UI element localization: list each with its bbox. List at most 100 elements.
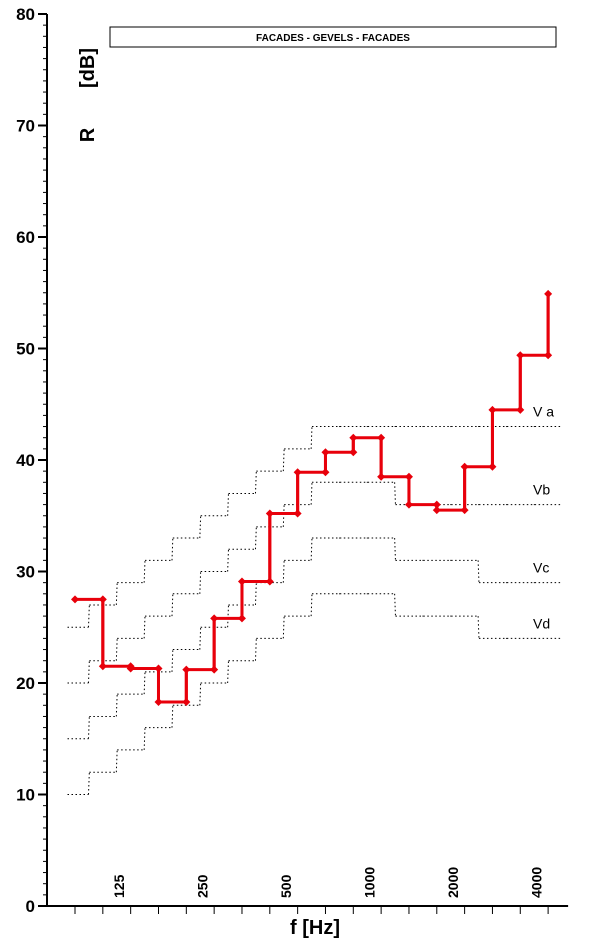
measured-point <box>321 468 330 477</box>
measured-point <box>321 448 330 457</box>
reference-riser <box>282 448 285 472</box>
reference-riser <box>310 538 313 561</box>
measured-point <box>349 448 358 457</box>
reference-curve-label: Vd <box>533 615 550 631</box>
reference-riser <box>310 593 313 617</box>
reference-curve-label: V a <box>533 404 554 420</box>
reference-riser <box>199 627 202 650</box>
reference-riser <box>394 482 396 505</box>
reference-riser <box>254 526 257 550</box>
chart-title: FACADES - GEVELS - FACADES <box>256 33 410 44</box>
measured-point <box>293 468 302 477</box>
reference-riser <box>143 616 146 639</box>
x-tick-label: 125 <box>111 874 127 898</box>
y-tick-label: 60 <box>16 228 35 247</box>
measured-point <box>488 405 497 414</box>
reference-curve: Vd <box>67 593 562 795</box>
reference-riser <box>115 694 118 717</box>
measured-point <box>544 351 553 360</box>
reference-riser <box>115 638 118 661</box>
reference-riser <box>115 582 118 605</box>
reference-riser <box>227 549 229 572</box>
measured-point <box>544 289 553 298</box>
measured-point <box>210 665 219 674</box>
x-axis-title: f [Hz] <box>290 917 340 939</box>
measured-point <box>349 433 358 442</box>
measured-point <box>377 433 386 442</box>
y-tick-label: 30 <box>16 563 35 582</box>
title-box <box>109 26 557 48</box>
x-tick-label: 2000 <box>445 867 461 898</box>
reference-riser <box>394 538 396 561</box>
reference-curve-label: Vb <box>533 482 550 498</box>
measured-point <box>432 500 441 509</box>
y-tick-label: 80 <box>16 5 35 24</box>
x-tick-label: 500 <box>278 874 294 898</box>
measured-point <box>182 665 191 674</box>
reference-riser <box>171 538 174 561</box>
axes-layer: 0 10 20 30 40 50 60 70 80 125 250 500 1000 2000 4000 <box>16 5 569 916</box>
x-tick-label: 4000 <box>528 867 544 898</box>
x-tick-label: 250 <box>194 874 210 898</box>
measured-point <box>126 664 135 673</box>
reference-riser <box>394 593 396 617</box>
measured-point <box>432 506 441 515</box>
measured-point <box>71 595 79 604</box>
reference-riser <box>143 671 146 695</box>
reference-curves-layer: V a Vb Vc Vd <box>67 404 562 795</box>
reference-riser <box>477 560 480 583</box>
reference-riser <box>477 616 480 639</box>
reference-riser <box>310 482 313 505</box>
reference-riser <box>143 727 146 750</box>
reference-riser <box>254 471 257 494</box>
measured-point <box>210 614 219 623</box>
reference-riser <box>88 660 90 684</box>
measured-point <box>154 697 163 706</box>
measured-point <box>237 614 246 623</box>
reference-riser <box>254 638 257 661</box>
reference-riser <box>199 571 202 594</box>
reference-curve: V a <box>67 404 562 628</box>
measured-curve-risers <box>101 293 550 702</box>
measured-point <box>404 500 413 509</box>
reference-riser <box>171 649 174 672</box>
reference-curve-label: Vc <box>533 560 549 576</box>
reference-riser <box>171 593 174 617</box>
reference-riser <box>282 560 285 583</box>
y-tick-label: 20 <box>16 674 35 693</box>
reference-riser <box>143 560 146 583</box>
measured-point <box>460 506 469 515</box>
reference-riser <box>88 604 90 628</box>
labels-layer: FACADES - GEVELS - FACADES f [Hz] R [dB] <box>77 26 557 939</box>
reference-riser <box>227 493 229 516</box>
reference-riser <box>282 504 285 527</box>
measured-point <box>265 509 274 518</box>
measured-point <box>516 351 525 360</box>
y-tick-label: 40 <box>16 451 35 470</box>
reference-riser <box>227 604 229 628</box>
reference-riser <box>227 660 229 684</box>
y-tick-label: 10 <box>16 786 35 805</box>
measured-point <box>377 472 386 481</box>
reference-riser <box>310 426 313 449</box>
x-tick-label: 1000 <box>361 867 377 898</box>
reference-riser <box>88 772 90 795</box>
reference-riser <box>199 682 202 706</box>
measured-point <box>516 405 525 414</box>
y-axis-symbol: R <box>77 127 99 142</box>
measured-point <box>488 462 497 471</box>
reference-riser <box>282 616 285 639</box>
measured-point <box>265 577 274 586</box>
measured-point <box>237 577 246 586</box>
reference-riser <box>199 515 202 539</box>
reference-riser <box>254 582 257 605</box>
measured-point <box>98 662 107 671</box>
y-tick-label: 50 <box>16 340 35 359</box>
y-tick-label: 70 <box>16 117 35 136</box>
measured-point <box>293 509 302 518</box>
measured-point <box>98 595 107 604</box>
measured-series-layer <box>71 289 553 706</box>
measured-point <box>404 472 413 481</box>
reference-riser <box>88 716 90 739</box>
